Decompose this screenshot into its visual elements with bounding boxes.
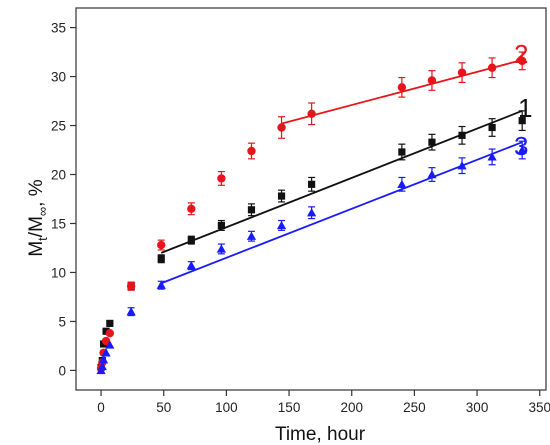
data-point-circle (457, 68, 467, 77)
series-2: 2 (96, 39, 528, 373)
data-point-triangle (216, 244, 226, 253)
y-tick-label: 25 (51, 119, 66, 134)
y-tick-label: 0 (58, 363, 66, 378)
data-point-triangle (517, 145, 527, 154)
data-point-triangle (97, 361, 107, 371)
x-tick-label: 150 (278, 400, 301, 415)
series-layer: 1 2 3 (96, 39, 532, 375)
x-tick-label: 200 (340, 400, 363, 415)
series-label-1: 1 (518, 93, 532, 123)
data-point-triangle (246, 231, 257, 240)
series-label-3: 3 (514, 131, 528, 161)
data-point-circle (517, 56, 527, 66)
data-point-circle (126, 281, 136, 291)
data-point-triangle (186, 261, 196, 270)
data-point-triangle (487, 152, 497, 161)
data-point-square (247, 206, 256, 214)
data-point-square (277, 192, 286, 200)
x-tick-label: 250 (403, 400, 426, 415)
series-3: 3 (96, 131, 528, 375)
data-point-triangle (101, 348, 111, 357)
data-point-circle (307, 109, 316, 118)
y-tick-label: 30 (51, 70, 66, 85)
y-tick-label: 35 (51, 21, 66, 36)
y-tick-label: 10 (51, 265, 66, 280)
data-point-triangle (156, 280, 166, 289)
data-point-circle (101, 336, 111, 346)
data-point-triangle (276, 220, 287, 230)
data-point-square (187, 236, 195, 244)
data-point-square (106, 319, 114, 327)
fit-line-1 (160, 110, 523, 254)
data-point-triangle (457, 161, 467, 170)
x-tick-label: 350 (528, 400, 550, 415)
data-point-square (398, 148, 406, 156)
data-point-circle (247, 146, 256, 156)
data-point-triangle (427, 169, 437, 179)
y-tick-label: 20 (51, 168, 66, 183)
x-tick-label: 300 (466, 400, 489, 415)
x-axis-title: Time, hour (275, 424, 366, 445)
data-point-circle (157, 240, 166, 250)
x-tick-label: 100 (215, 400, 238, 415)
data-point-square (308, 180, 316, 188)
fit-line-3 (160, 141, 523, 285)
data-point-triangle (126, 307, 136, 316)
data-point-square (458, 131, 466, 139)
y-axis-title: Mt/M∞, % (26, 179, 50, 256)
data-point-circle (397, 83, 407, 92)
data-point-square (102, 327, 110, 335)
data-point-triangle (105, 340, 115, 349)
data-point-circle (487, 63, 497, 72)
data-point-triangle (307, 208, 317, 217)
data-point-square (157, 255, 165, 263)
data-point-circle (187, 204, 196, 213)
plot-frame (75, 7, 547, 391)
axes: 0 50 100 150 200 250 300 350 0 5 10 15 20 25 30 35 (51, 7, 550, 415)
x-tick-label: 0 (97, 400, 105, 415)
y-tick-label: 15 (51, 216, 66, 231)
data-point-circle (105, 328, 115, 338)
y-tick-label: 5 (58, 314, 66, 329)
data-point-triangle (98, 355, 109, 364)
data-point-circle (277, 123, 286, 132)
x-tick-label: 50 (156, 400, 171, 415)
data-point-square (217, 221, 225, 230)
series-1: 1 (97, 93, 532, 372)
data-point-circle (217, 174, 226, 183)
data-point-circle (427, 76, 437, 85)
series-label-2: 2 (514, 39, 528, 69)
data-point-triangle (397, 179, 407, 188)
data-point-square (518, 117, 526, 125)
data-point-square (488, 123, 496, 132)
data-point-square (428, 138, 436, 146)
